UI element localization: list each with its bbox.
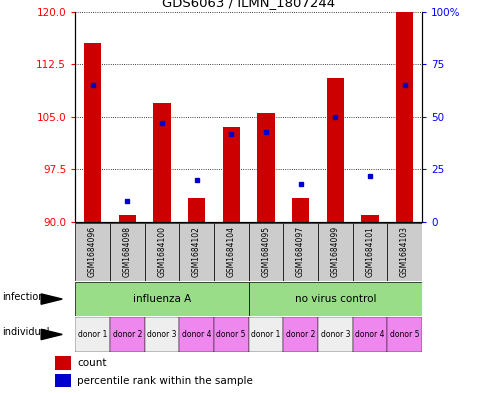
Bar xyxy=(248,282,421,316)
Text: GSM1684100: GSM1684100 xyxy=(157,226,166,277)
Bar xyxy=(326,78,343,222)
Bar xyxy=(291,198,309,222)
Bar xyxy=(248,223,283,281)
Bar xyxy=(144,317,179,352)
Text: count: count xyxy=(77,358,106,368)
Polygon shape xyxy=(41,294,62,304)
Bar xyxy=(283,317,318,352)
Text: GSM1684104: GSM1684104 xyxy=(226,226,235,277)
Bar xyxy=(318,223,352,281)
Bar xyxy=(109,223,144,281)
Text: donor 4: donor 4 xyxy=(182,330,211,339)
Bar xyxy=(84,43,101,222)
Bar xyxy=(213,223,248,281)
Bar xyxy=(257,114,274,222)
Bar xyxy=(352,223,386,281)
Bar xyxy=(386,223,421,281)
Polygon shape xyxy=(41,329,62,340)
Text: donor 4: donor 4 xyxy=(354,330,384,339)
Text: GSM1684097: GSM1684097 xyxy=(295,226,304,277)
Text: infection: infection xyxy=(2,292,45,302)
Text: donor 5: donor 5 xyxy=(216,330,245,339)
Text: GSM1684101: GSM1684101 xyxy=(364,226,374,277)
Text: GSM1684098: GSM1684098 xyxy=(122,226,132,277)
Bar xyxy=(75,317,109,352)
Bar xyxy=(55,374,71,387)
Text: GSM1684102: GSM1684102 xyxy=(192,226,201,277)
Bar xyxy=(222,127,240,222)
Text: GSM1684099: GSM1684099 xyxy=(330,226,339,277)
Text: donor 2: donor 2 xyxy=(112,330,142,339)
Bar xyxy=(318,317,352,352)
Text: donor 3: donor 3 xyxy=(320,330,349,339)
Text: percentile rank within the sample: percentile rank within the sample xyxy=(77,376,252,386)
Bar xyxy=(361,215,378,222)
Bar xyxy=(248,317,283,352)
Text: individual: individual xyxy=(2,327,50,338)
Bar xyxy=(179,223,213,281)
Bar xyxy=(75,282,248,316)
Text: GSM1684103: GSM1684103 xyxy=(399,226,408,277)
Bar xyxy=(118,215,136,222)
Bar xyxy=(109,317,144,352)
Text: GSM1684095: GSM1684095 xyxy=(261,226,270,277)
Title: GDS6063 / ILMN_1807244: GDS6063 / ILMN_1807244 xyxy=(162,0,334,9)
Bar xyxy=(187,198,205,222)
Text: donor 1: donor 1 xyxy=(77,330,107,339)
Bar xyxy=(179,317,213,352)
Bar xyxy=(55,356,71,369)
Bar xyxy=(213,317,248,352)
Bar xyxy=(386,317,421,352)
Bar xyxy=(75,223,109,281)
Text: influenza A: influenza A xyxy=(133,294,191,304)
Text: GSM1684096: GSM1684096 xyxy=(88,226,97,277)
Text: donor 3: donor 3 xyxy=(147,330,176,339)
Text: donor 5: donor 5 xyxy=(389,330,419,339)
Bar xyxy=(283,223,318,281)
Bar xyxy=(153,103,170,222)
Text: donor 1: donor 1 xyxy=(251,330,280,339)
Text: no virus control: no virus control xyxy=(294,294,375,304)
Bar xyxy=(395,0,412,222)
Bar xyxy=(352,317,386,352)
Text: donor 2: donor 2 xyxy=(285,330,315,339)
Bar xyxy=(144,223,179,281)
